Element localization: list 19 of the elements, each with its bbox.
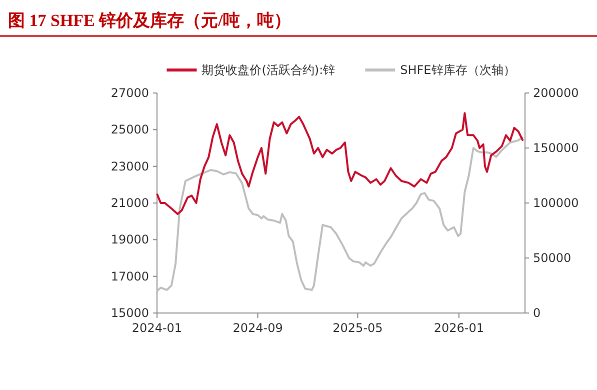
y-tick-label: 15000 <box>110 306 149 320</box>
y2-tick-label: 100000 <box>533 196 579 210</box>
y-tick-label: 23000 <box>110 159 149 174</box>
y-tick-label: 17000 <box>110 269 149 284</box>
legend-label: 期货收盘价(活跃合约):锌 <box>202 63 336 77</box>
y2-tick-label: 50000 <box>533 251 572 265</box>
y-tick-label: 25000 <box>110 122 149 137</box>
x-tick-label: 2026-01 <box>434 321 484 335</box>
y2-tick-label: 150000 <box>533 141 579 155</box>
x-tick-label: 2025-05 <box>332 321 383 335</box>
y2-tick-label: 0 <box>533 306 541 320</box>
y-tick-label: 21000 <box>110 196 149 210</box>
y-tick-label: 27000 <box>110 86 149 100</box>
x-tick-label: 2024-01 <box>132 321 182 335</box>
y2-tick-label: 200000 <box>533 86 579 100</box>
y-tick-label: 19000 <box>110 232 149 247</box>
chart-title: 图 17 SHFE 锌价及库存（元/吨，吨） <box>8 11 291 30</box>
x-tick-label: 2024-09 <box>232 321 283 335</box>
legend-label: SHFE锌库存（次轴） <box>400 63 516 77</box>
